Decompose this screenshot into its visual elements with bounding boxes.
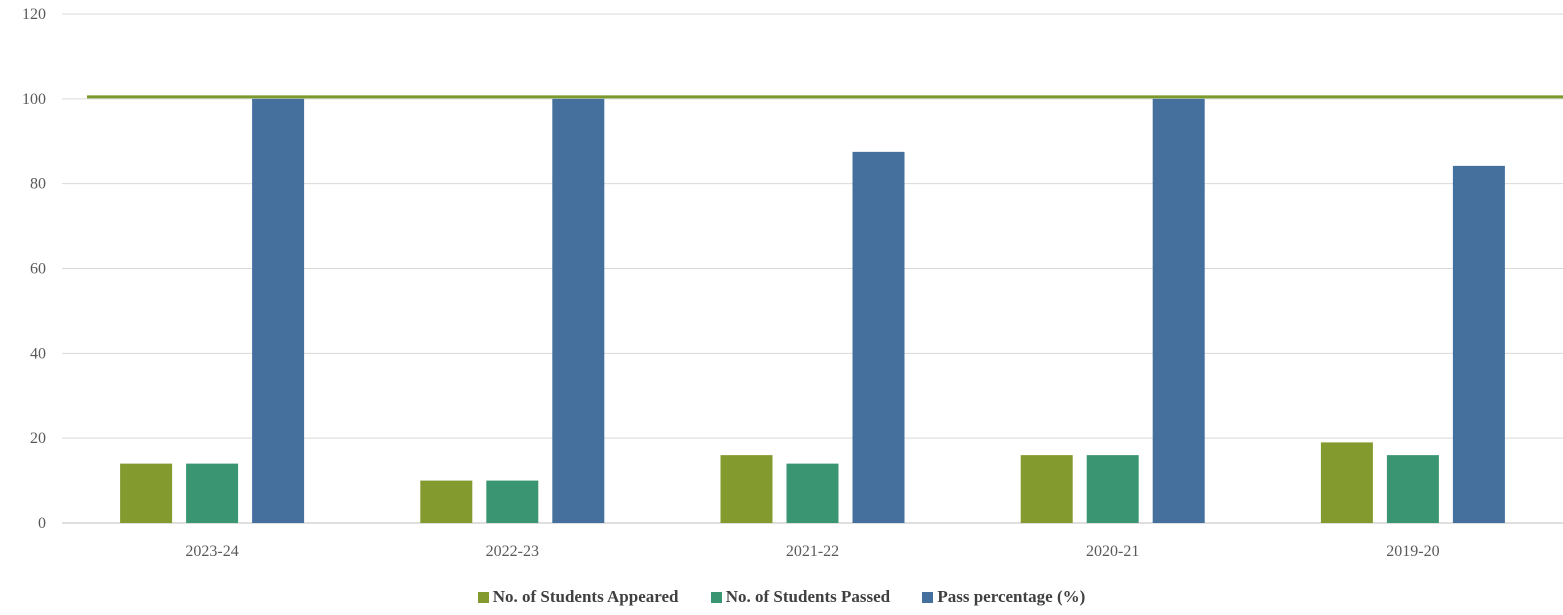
y-tick-label: 60 — [30, 261, 46, 278]
bar-pass-percentage-2022-23 — [552, 98, 605, 523]
bar-appeared-2019-20 — [1320, 442, 1373, 523]
bar-pass-percentage-2020-21 — [1152, 98, 1205, 523]
y-tick-label: 80 — [30, 176, 46, 193]
y-tick-label: 40 — [30, 345, 46, 362]
bar-pass-percentage-2023-24 — [252, 98, 305, 523]
bar-passed-2022-23 — [486, 480, 539, 523]
bar-appeared-2022-23 — [420, 480, 473, 523]
x-tick-label: 2023-24 — [185, 543, 238, 560]
y-tick-label: 100 — [22, 91, 46, 108]
bar-pass-percentage-2019-20 — [1452, 165, 1505, 523]
x-tick-label: 2019-20 — [1386, 543, 1439, 560]
chart-legend: No. of Students Appeared No. of Students… — [0, 587, 1563, 608]
legend-item-pass-percentage: Pass percentage (%) — [922, 587, 1085, 607]
bar-appeared-2020-21 — [1020, 455, 1073, 523]
legend-label-appeared: No. of Students Appeared — [492, 587, 679, 606]
bar-appeared-2023-24 — [120, 463, 173, 523]
x-tick-label: 2022-23 — [486, 543, 539, 560]
y-tick-label: 20 — [30, 430, 46, 447]
bar-passed-2021-22 — [786, 463, 839, 523]
legend-swatch-pass-percentage — [922, 591, 934, 603]
bar-appeared-2021-22 — [720, 455, 773, 523]
legend-label-pass-percentage: Pass percentage (%) — [937, 587, 1086, 606]
legend-label-passed: No. of Students Passed — [725, 587, 891, 606]
legend-swatch-passed — [710, 591, 722, 603]
bar-passed-2019-20 — [1386, 455, 1439, 523]
x-tick-label: 2021-22 — [786, 543, 839, 560]
y-tick-label: 120 — [22, 6, 46, 23]
legend-item-appeared: No. of Students Appeared — [477, 587, 679, 607]
bar-passed-2023-24 — [186, 463, 239, 523]
y-tick-label: 0 — [38, 515, 46, 532]
bar-pass-percentage-2021-22 — [852, 151, 905, 523]
bar-passed-2020-21 — [1086, 455, 1139, 523]
legend-swatch-appeared — [477, 591, 489, 603]
x-tick-label: 2020-21 — [1086, 543, 1139, 560]
legend-item-passed: No. of Students Passed — [710, 587, 891, 607]
